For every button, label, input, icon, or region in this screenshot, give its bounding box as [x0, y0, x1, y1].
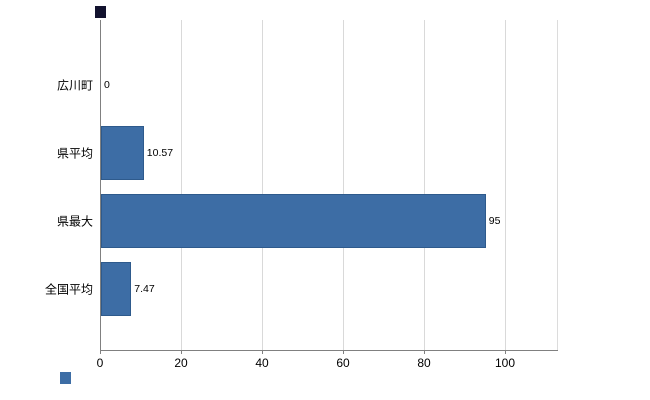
- value-label: 7.47: [134, 283, 155, 295]
- gridline: [505, 20, 506, 350]
- x-axis-tick-label: 100: [494, 356, 516, 370]
- x-axis-tick-label: 20: [174, 356, 188, 370]
- category-label: 県最大: [56, 214, 93, 229]
- gridline: [343, 20, 344, 350]
- top-left-marker-square: [95, 6, 106, 18]
- category-label: 全国平均: [44, 282, 93, 297]
- category-label: 広川町: [56, 78, 93, 93]
- bar: [101, 126, 144, 180]
- x-axis-tick-mark: [505, 350, 506, 354]
- x-axis-tick-mark: [343, 350, 344, 354]
- gridline: [424, 20, 425, 350]
- bottom-left-marker-square: [60, 372, 71, 384]
- x-axis-tick-mark: [100, 350, 101, 354]
- x-axis-tick-mark: [262, 350, 263, 354]
- y-axis-line: [100, 20, 101, 350]
- x-axis-tick-label: 80: [417, 356, 431, 370]
- x-axis-tick-label: 40: [255, 356, 269, 370]
- x-axis-tick-label: 60: [336, 356, 350, 370]
- bar: [101, 262, 132, 316]
- bar: [101, 194, 486, 248]
- x-axis-tick-mark: [181, 350, 182, 354]
- plot-right-border: [557, 20, 558, 350]
- value-label: 95: [488, 215, 501, 227]
- x-axis-line: [100, 350, 558, 351]
- category-label: 県平均: [56, 146, 93, 161]
- value-label: 0: [104, 79, 110, 91]
- value-label: 10.57: [146, 147, 174, 159]
- gridline: [262, 20, 263, 350]
- gridline: [181, 20, 182, 350]
- x-axis-tick-label: 0: [96, 356, 104, 370]
- x-axis-tick-mark: [424, 350, 425, 354]
